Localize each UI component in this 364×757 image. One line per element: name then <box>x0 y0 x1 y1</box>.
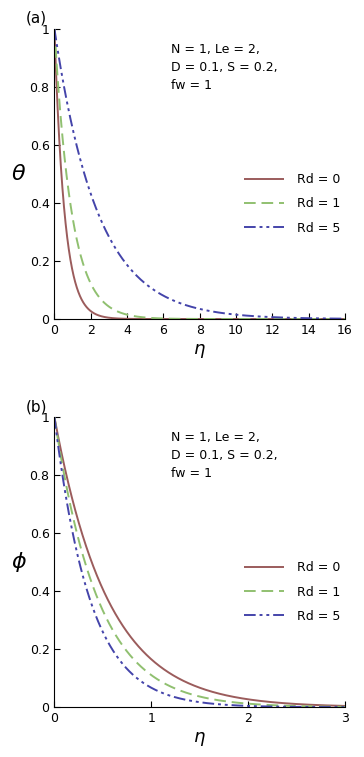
Text: N = 1, Le = 2,
D = 0.1, S = 0.2,
fw = 1: N = 1, Le = 2, D = 0.1, S = 0.2, fw = 1 <box>171 431 277 481</box>
Legend: Rd = 0, Rd = 1, Rd = 5: Rd = 0, Rd = 1, Rd = 5 <box>239 168 345 239</box>
X-axis label: η: η <box>194 340 205 357</box>
Y-axis label: θ: θ <box>12 164 25 184</box>
X-axis label: η: η <box>194 728 205 746</box>
Text: (b): (b) <box>25 399 47 414</box>
Text: N = 1, Le = 2,
D = 0.1, S = 0.2,
fw = 1: N = 1, Le = 2, D = 0.1, S = 0.2, fw = 1 <box>171 43 277 92</box>
Text: (a): (a) <box>25 11 47 26</box>
Legend: Rd = 0, Rd = 1, Rd = 5: Rd = 0, Rd = 1, Rd = 5 <box>239 556 345 628</box>
Y-axis label: ϕ: ϕ <box>11 552 26 572</box>
